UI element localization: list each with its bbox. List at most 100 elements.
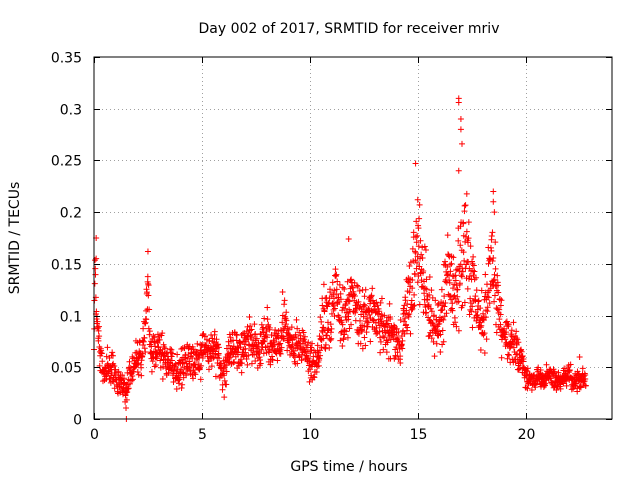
data-point xyxy=(380,346,387,353)
data-point xyxy=(223,381,230,388)
data-point xyxy=(397,353,404,360)
data-point xyxy=(264,334,271,341)
data-point xyxy=(190,375,197,382)
data-point xyxy=(349,284,356,291)
data-point xyxy=(125,385,132,392)
data-point xyxy=(582,382,589,389)
data-point xyxy=(268,331,275,338)
data-point xyxy=(146,306,153,313)
data-point xyxy=(537,366,544,373)
data-point xyxy=(373,324,380,331)
data-point xyxy=(227,334,234,341)
data-point xyxy=(502,336,509,343)
data-point xyxy=(471,276,478,283)
data-point xyxy=(497,296,504,303)
data-point xyxy=(141,335,148,342)
data-point xyxy=(223,368,230,375)
data-point xyxy=(444,271,451,278)
data-point xyxy=(461,208,468,215)
data-point xyxy=(445,272,452,279)
data-point xyxy=(426,273,433,280)
data-point xyxy=(341,285,348,292)
data-point xyxy=(459,268,466,275)
data-point xyxy=(418,251,425,258)
data-point xyxy=(498,354,505,361)
data-point xyxy=(220,372,227,379)
data-point xyxy=(263,328,270,335)
data-point xyxy=(469,303,476,310)
data-point xyxy=(344,278,351,285)
data-point xyxy=(412,248,419,255)
data-point xyxy=(407,330,414,337)
data-point xyxy=(432,297,439,304)
data-point xyxy=(319,327,326,334)
data-point xyxy=(496,316,503,323)
data-point xyxy=(140,338,147,345)
data-point xyxy=(377,349,384,356)
data-point xyxy=(123,404,130,411)
data-point xyxy=(452,272,459,279)
x-tick-label: 5 xyxy=(198,427,207,443)
data-point xyxy=(260,338,267,345)
data-point xyxy=(375,310,382,317)
y-tick-label: 0.15 xyxy=(51,258,82,274)
data-point xyxy=(172,361,179,368)
data-point xyxy=(233,331,240,338)
data-point xyxy=(333,271,340,278)
data-point xyxy=(212,373,219,380)
data-point xyxy=(428,318,435,325)
data-point xyxy=(154,339,161,346)
data-point xyxy=(277,340,284,347)
data-point xyxy=(501,325,508,332)
data-point xyxy=(92,257,99,264)
data-point xyxy=(542,380,549,387)
data-point xyxy=(473,274,480,281)
data-point xyxy=(215,341,222,348)
data-point xyxy=(277,350,284,357)
data-point xyxy=(470,262,477,269)
data-point xyxy=(129,376,136,383)
plot-frame xyxy=(93,56,613,420)
data-point xyxy=(138,364,145,371)
data-point xyxy=(351,293,358,300)
data-point xyxy=(348,276,355,283)
data-point xyxy=(383,317,390,324)
data-point xyxy=(251,321,258,328)
data-point xyxy=(459,302,466,309)
data-point xyxy=(266,324,273,331)
data-point xyxy=(328,335,335,342)
data-point xyxy=(320,281,327,288)
data-point xyxy=(186,358,193,365)
data-point xyxy=(119,372,126,379)
data-point xyxy=(331,313,338,320)
data-point xyxy=(458,140,465,147)
data-point xyxy=(470,253,477,260)
data-point xyxy=(456,268,463,275)
data-point xyxy=(283,317,290,324)
data-point xyxy=(144,273,151,280)
data-point xyxy=(553,386,560,393)
data-point xyxy=(345,297,352,304)
x-tick-label: 10 xyxy=(302,427,320,443)
data-point xyxy=(466,311,473,318)
data-point xyxy=(258,321,265,328)
data-point xyxy=(386,300,393,307)
data-point xyxy=(345,236,352,243)
data-point xyxy=(422,247,429,254)
data-point xyxy=(252,358,259,365)
data-point xyxy=(528,386,535,393)
data-point xyxy=(176,376,183,383)
data-point xyxy=(426,291,433,298)
data-point xyxy=(484,304,491,311)
data-point xyxy=(205,357,212,364)
data-point xyxy=(477,324,484,331)
data-point xyxy=(513,341,520,348)
data-point xyxy=(165,356,172,363)
data-point xyxy=(423,309,430,316)
data-point xyxy=(309,340,316,347)
x-tick-labels: 0 5 10 15 20 xyxy=(90,427,535,443)
data-point xyxy=(474,312,481,319)
data-point xyxy=(369,285,376,292)
data-point xyxy=(421,290,428,297)
